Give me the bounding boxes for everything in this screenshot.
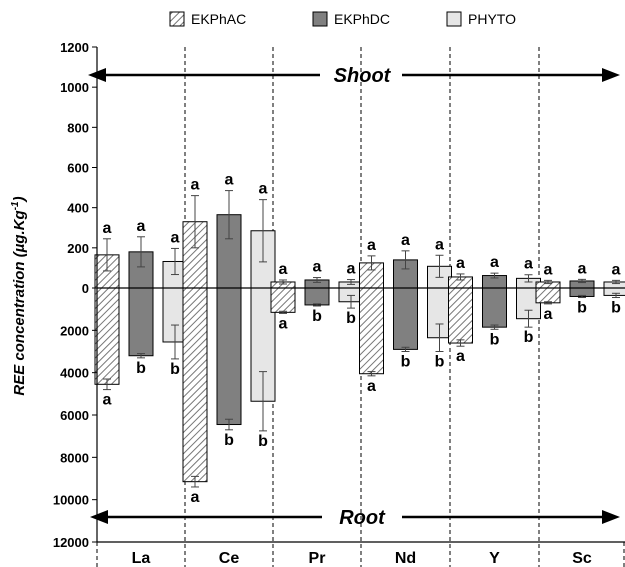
shoot-sig-la-ekphdc: a — [137, 218, 146, 235]
category-nd: Nd — [395, 550, 416, 567]
category-sc: Sc — [572, 550, 592, 567]
axes — [96, 47, 625, 543]
legend-swatch-phyto — [446, 11, 462, 27]
bars — [94, 214, 625, 483]
root-sig-ce-phyto: b — [258, 433, 268, 450]
root-bar-sc-ekphac — [535, 287, 561, 304]
error-bars — [103, 190, 620, 488]
shoot-sig-ce-ekphac: a — [191, 177, 200, 194]
root-sig-pr-ekphdc: b — [312, 308, 322, 325]
shoot-sig-y-ekphac: a — [456, 255, 465, 272]
shoot-sig-ce-ekphdc: a — [225, 172, 234, 189]
root-bar-la-ekphdc — [128, 287, 154, 357]
shoot-sig-pr-ekphac: a — [279, 261, 288, 278]
root-sig-y-ekphac: a — [456, 348, 465, 365]
y-tick-200: 200 — [67, 241, 89, 256]
shoot-sig-nd-ekphac: a — [367, 237, 376, 254]
category-la: La — [132, 550, 151, 567]
y-tick-10000: 10000 — [53, 493, 89, 508]
root-bar-pr-ekphac — [270, 287, 296, 313]
shoot-arrow: Shoot — [88, 65, 620, 87]
shoot-sig-nd-phyto: a — [435, 236, 444, 253]
shoot-sig-pr-phyto: a — [347, 261, 356, 278]
y-tick-1000: 1000 — [60, 80, 89, 95]
shoot-sig-ce-phyto: a — [259, 181, 268, 198]
legend-label-phyto: PHYTO — [468, 11, 516, 27]
shoot-sig-y-phyto: a — [524, 256, 533, 273]
legend-swatch-ekphac — [169, 11, 185, 27]
y-tick-800: 800 — [67, 120, 89, 135]
y-axis-label-unit-exponent: -1 — [10, 201, 21, 210]
root-bar-sc-phyto — [603, 287, 625, 296]
root-bar-la-ekphac — [94, 287, 120, 385]
root-sig-la-phyto: b — [170, 361, 180, 378]
root-sig-la-ekphdc: b — [136, 360, 146, 377]
shoot-sig-la-ekphac: a — [103, 220, 112, 237]
x-categories: La Ce Pr Nd Y Sc — [132, 550, 592, 567]
root-sig-nd-ekphdc: b — [401, 354, 411, 371]
legend-swatch-ekphdc — [312, 11, 328, 27]
shoot-sig-sc-ekphac: a — [544, 261, 553, 278]
y-tick-12000: 12000 — [53, 535, 89, 550]
root-sig-y-ekphdc: b — [490, 331, 500, 348]
root-sig-pr-ekphac: a — [279, 315, 288, 332]
y-tick-6000: 6000 — [60, 408, 89, 423]
shoot-sig-sc-ekphdc: a — [578, 260, 587, 277]
root-sig-y-phyto: b — [524, 329, 534, 346]
root-bar-pr-ekphdc — [304, 287, 330, 306]
legend-label-ekphac: EKPhAC — [191, 11, 246, 27]
y-axis-label-close: ) — [11, 196, 28, 203]
legend-label-ekphdc: EKPhDC — [334, 11, 390, 27]
y-tick-8000: 8000 — [60, 450, 89, 465]
shoot-label: Shoot — [334, 65, 392, 87]
root-sig-sc-ekphac: a — [544, 306, 553, 323]
y-tick-4000: 4000 — [60, 366, 89, 381]
root-sig-pr-phyto: b — [346, 310, 356, 327]
root-sig-ce-ekphdc: b — [224, 432, 234, 449]
y-tick-1200: 1200 — [60, 40, 89, 55]
category-pr: Pr — [309, 550, 326, 567]
shoot-bar-sc-phyto — [603, 281, 625, 289]
root-sig-sc-phyto: b — [611, 300, 621, 317]
y-tick-2000: 2000 — [60, 323, 89, 338]
root-bar-nd-ekphac — [359, 287, 384, 375]
y-tick-0: 0 — [82, 281, 89, 296]
root-sig-nd-ekphac: a — [367, 378, 376, 395]
root-sig-ce-ekphac: a — [191, 489, 200, 506]
root-bar-ce-ekphdc — [216, 287, 242, 426]
legend: EKPhAC EKPhDC PHYTO — [169, 11, 516, 27]
category-y: Y — [489, 550, 500, 567]
root-bar-y-ekphdc — [482, 287, 507, 328]
root-label: Root — [339, 507, 386, 529]
root-bar-ce-ekphac — [182, 287, 208, 483]
root-bar-y-ekphac — [448, 287, 473, 344]
y-axis-label: REE concentration (µg.Kg-1) — [10, 196, 28, 395]
category-ce: Ce — [219, 550, 240, 567]
root-sig-la-ekphac: a — [103, 392, 112, 409]
y-ticks: 0 200 400 600 800 1000 1200 2000 4000 6000 8000 100… — [53, 40, 97, 550]
shoot-sig-pr-ekphdc: a — [313, 259, 322, 276]
shoot-sig-la-phyto: a — [171, 229, 180, 246]
root-sig-sc-ekphdc: b — [577, 300, 587, 317]
root-sig-nd-phyto: b — [435, 354, 445, 371]
y-tick-400: 400 — [67, 201, 89, 216]
shoot-sig-nd-ekphdc: a — [401, 232, 410, 249]
shoot-sig-sc-phyto: a — [612, 261, 621, 278]
y-tick-600: 600 — [67, 161, 89, 176]
root-bar-nd-ekphdc — [393, 287, 418, 350]
y-axis-label-main: REE concentration (µg.Kg — [11, 210, 28, 395]
root-arrow: Root — [90, 507, 620, 529]
shoot-sig-y-ekphdc: a — [490, 254, 499, 271]
